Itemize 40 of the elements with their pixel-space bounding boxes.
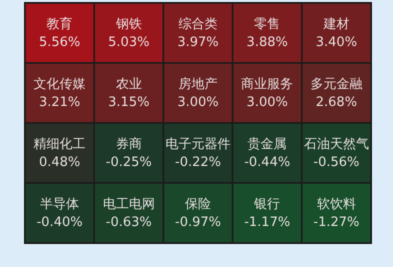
category-label: 电子元器件 [166,137,230,152]
category-label: 石油天然气 [304,137,369,152]
data-label: 3.21% [38,95,80,110]
category-label: 半导体 [40,197,80,212]
data-label: -0.44% [244,155,290,170]
data-label: -0.40% [36,215,83,230]
data-label: -0.22% [175,155,221,170]
data-label: 2.68% [316,95,358,110]
category-label: 券商 [116,137,142,152]
data-label: 3.00% [177,95,219,110]
category-label: 文化传媒 [34,77,86,92]
category-label: 农业 [116,77,142,92]
category-label: 建材 [322,17,350,32]
category-label: 多元金融 [310,77,362,92]
data-label: 3.15% [108,95,150,110]
category-label: 教育 [46,16,73,32]
category-label: 保险 [185,197,211,212]
category-label: 银行 [253,197,280,212]
data-label: -0.63% [106,215,152,230]
category-label: 电工电网 [102,197,155,212]
data-label: 3.40% [316,35,358,50]
data-label: 5.56% [38,35,80,50]
data-label: -1.17% [244,215,290,230]
data-label: 0.48% [38,155,80,170]
category-label: 贵金属 [248,137,287,152]
data-label: 3.88% [246,35,288,50]
category-label: 商业服务 [241,77,294,92]
category-label: 精细化工 [34,137,86,152]
category-label: 钢铁 [114,17,142,32]
data-label: -0.25% [106,155,152,170]
data-label: 3.00% [246,95,288,110]
category-label: 零售 [254,17,280,32]
category-label: 软饮料 [316,197,356,212]
category-label: 综合类 [178,17,218,32]
category-label: 房地产 [178,76,218,92]
data-label: -0.97% [175,215,221,230]
data-label: 5.03% [108,35,150,50]
data-label: -1.27% [313,215,360,230]
data-label: 3.97% [177,35,219,50]
data-label: -0.56% [313,155,360,170]
